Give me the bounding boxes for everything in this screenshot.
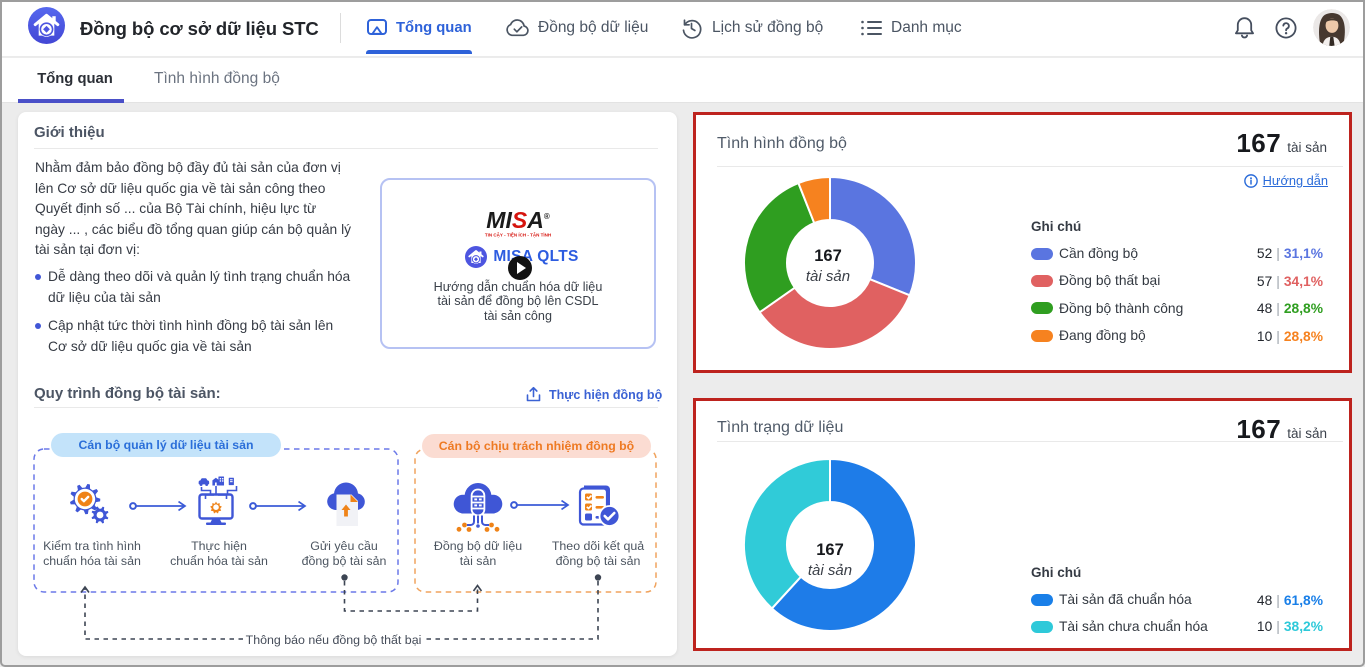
svg-text:Thông báo nếu đồng bộ thất bại: Thông báo nếu đồng bộ thất bại: [246, 633, 422, 647]
